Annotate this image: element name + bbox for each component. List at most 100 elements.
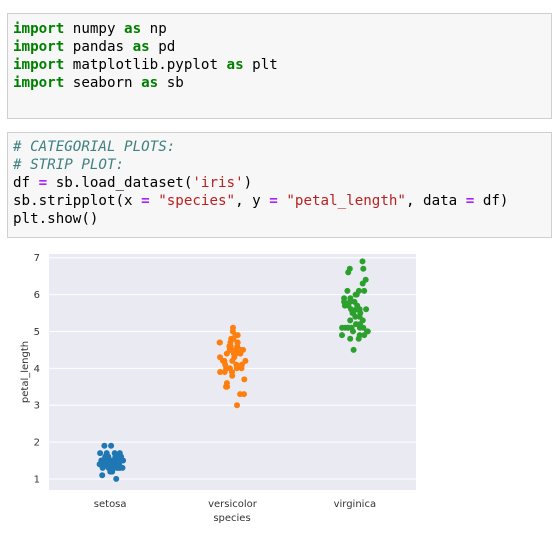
code-token: sb.load_dataset( [47, 175, 193, 191]
code-token: plt.show() [13, 211, 99, 227]
code-line: import seaborn as sb [13, 74, 184, 92]
code-token: # STRIP PLOT: [13, 157, 125, 173]
data-point-virginica [352, 313, 359, 320]
code-token: = [38, 175, 48, 191]
data-point-versicolor [238, 361, 245, 368]
data-point-virginica [347, 317, 354, 324]
code-line: import matplotlib.pyplot as plt [13, 56, 278, 74]
code-token: , y [235, 193, 270, 209]
data-point-virginica [345, 324, 352, 331]
data-point-virginica [359, 258, 366, 265]
data-point-versicolor [221, 357, 228, 364]
y-tick-label: 7 [34, 253, 40, 264]
y-tick-label: 5 [34, 327, 40, 338]
y-tick-label: 6 [34, 290, 40, 301]
code-line: # STRIP PLOT: [13, 156, 124, 174]
data-point-setosa [105, 464, 112, 471]
data-point-versicolor [223, 350, 230, 357]
data-point-virginica [350, 346, 357, 353]
data-point-versicolor [217, 354, 223, 361]
data-point-virginica [344, 287, 351, 294]
data-point-virginica [355, 287, 362, 294]
code-token: numpy [64, 21, 125, 37]
code-token: sb [158, 75, 184, 91]
code-token: import [13, 75, 65, 91]
data-point-setosa [96, 461, 103, 468]
y-tick-label: 1 [34, 474, 40, 485]
data-point-versicolor [233, 361, 240, 368]
data-point-setosa [97, 450, 104, 457]
code-token: import [13, 21, 65, 37]
code-token: ) [243, 175, 253, 191]
code-line: plt.show() [13, 210, 98, 228]
x-tick-label-virginica: virginica [334, 499, 377, 510]
code-token: as [132, 39, 150, 55]
code-line: sb.stripplot(x = "species", y = "petal_l… [13, 192, 508, 210]
data-point-versicolor [224, 383, 231, 390]
data-point-versicolor [237, 391, 244, 398]
code-token: df) [474, 193, 509, 209]
data-point-virginica [339, 332, 345, 339]
code-token: import [13, 39, 65, 55]
code-token: # CATEGORIAL PLOTS: [13, 139, 176, 155]
data-point-virginica [360, 265, 367, 272]
code-line: df = sb.load_dataset('iris') [13, 174, 252, 192]
data-point-virginica [362, 276, 369, 283]
data-point-versicolor [241, 376, 248, 383]
code-token: import [13, 57, 65, 73]
code-token: , data [405, 193, 466, 209]
data-point-versicolor [229, 372, 236, 379]
data-point-versicolor [217, 369, 224, 375]
y-tick-labels: 1 2 3 4 5 6 7 [34, 253, 40, 485]
code-cell-strip-plot[interactable]: # CATEGORIAL PLOTS: # STRIP PLOT: df = sb.… [7, 132, 552, 238]
code-token: sb.stripplot(x [13, 193, 142, 209]
code-line: import pandas as pd [13, 38, 175, 56]
data-point-virginica [363, 306, 370, 313]
code-token: as [226, 57, 244, 73]
y-tick-label: 3 [34, 401, 40, 412]
data-point-versicolor [216, 339, 223, 346]
x-tick-labels: setosa versicolor virginica [94, 499, 376, 510]
data-point-versicolor [234, 343, 241, 350]
data-point-virginica [356, 332, 363, 339]
x-tick-label-versicolor: versicolor [208, 499, 258, 510]
y-tick-label: 2 [34, 438, 40, 449]
code-token: as [124, 21, 142, 37]
data-point-setosa [99, 472, 106, 479]
data-point-versicolor [223, 365, 230, 372]
code-line: # CATEGORIAL PLOTS: [13, 138, 175, 156]
code-line: import numpy as np [13, 20, 167, 38]
data-points [96, 258, 371, 482]
data-point-versicolor [234, 402, 240, 409]
data-point-setosa [101, 442, 108, 449]
code-token: 'iris' [192, 175, 244, 191]
code-token: "petal_length" [286, 193, 406, 209]
data-point-virginica [360, 324, 367, 331]
data-point-virginica [348, 306, 355, 313]
data-point-versicolor [237, 350, 244, 357]
data-point-versicolor [230, 324, 236, 331]
data-point-setosa [116, 461, 123, 468]
data-point-virginica [347, 335, 354, 342]
code-token: np [141, 21, 167, 37]
code-token: = [141, 193, 150, 209]
y-tick-label: 4 [34, 364, 40, 375]
data-point-setosa [102, 453, 109, 460]
data-point-versicolor [228, 335, 235, 342]
code-cell-imports[interactable]: import numpy as np import pandas as pd imp… [7, 13, 552, 119]
data-point-versicolor [231, 354, 238, 361]
data-point-virginica [346, 265, 353, 272]
data-point-virginica [356, 313, 363, 320]
code-token: plt [243, 57, 278, 73]
code-token: seaborn [64, 75, 142, 91]
y-axis-label: petal_length [20, 341, 31, 403]
data-point-setosa [108, 442, 115, 449]
code-token [150, 193, 159, 209]
data-point-virginica [341, 302, 348, 309]
code-token: "species" [158, 193, 236, 209]
data-point-virginica [347, 295, 354, 302]
data-point-setosa [113, 475, 120, 482]
code-token: pandas [64, 39, 133, 55]
strip-plot-output: 1 2 3 4 5 6 7 setosa versicolor virginica specie… [20, 253, 416, 524]
data-point-setosa [109, 457, 116, 464]
